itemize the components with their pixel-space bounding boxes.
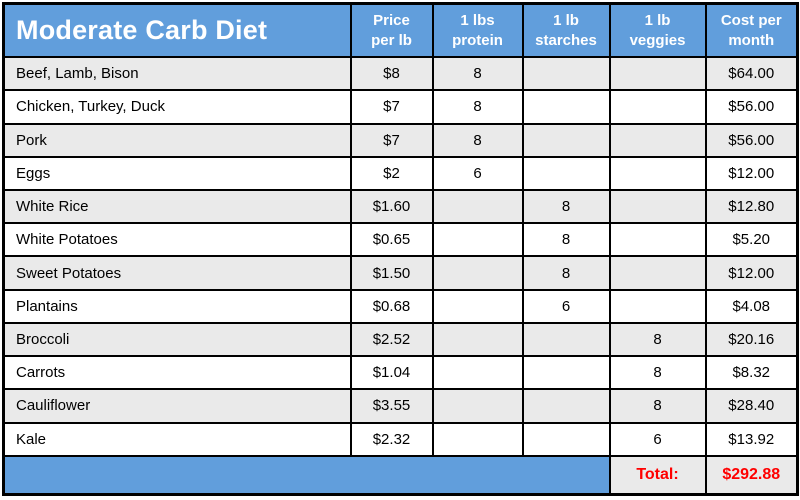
protein-cell xyxy=(431,188,524,225)
column-header-veggies: 1 lb veggies xyxy=(608,2,707,59)
total-value: $292.88 xyxy=(704,454,799,496)
price-cell: $2.32 xyxy=(349,421,434,457)
veggies-cell xyxy=(608,122,707,158)
table-row-plantains: Plantains $0.68 6 $4.08 xyxy=(2,288,799,324)
footer-spacer xyxy=(2,454,611,496)
column-header-cost-per-month: Cost per month xyxy=(704,2,799,59)
table-row-chicken-turkey-duck: Chicken, Turkey, Duck $7 8 $56.00 xyxy=(2,89,799,125)
starches-cell: 8 xyxy=(521,222,611,258)
veggies-cell xyxy=(608,222,707,258)
veggies-cell xyxy=(608,255,707,291)
starches-cell: 8 xyxy=(521,188,611,225)
price-cell: $3.55 xyxy=(349,388,434,424)
food-name: Cauliflower xyxy=(2,388,352,424)
starches-cell xyxy=(521,321,611,358)
cost-cell: $20.16 xyxy=(704,321,799,358)
table-row-pork: Pork $7 8 $56.00 xyxy=(2,122,799,158)
cost-cell: $64.00 xyxy=(704,56,799,92)
price-cell: $7 xyxy=(349,89,434,125)
protein-cell: 8 xyxy=(431,122,524,158)
protein-cell xyxy=(431,388,524,424)
cost-cell: $56.00 xyxy=(704,89,799,125)
price-cell: $8 xyxy=(349,56,434,92)
food-name: White Rice xyxy=(2,188,352,225)
table-row-cauliflower: Cauliflower $3.55 8 $28.40 xyxy=(2,388,799,424)
total-label: Total: xyxy=(608,454,707,496)
table-row-white-rice: White Rice $1.60 8 $12.80 xyxy=(2,188,799,225)
veggies-cell xyxy=(608,56,707,92)
cost-cell: $12.00 xyxy=(704,155,799,191)
column-header-price-per-lb: Price per lb xyxy=(349,2,434,59)
food-name: Broccoli xyxy=(2,321,352,358)
starches-cell: 6 xyxy=(521,288,611,324)
veggies-cell: 8 xyxy=(608,388,707,424)
column-header-starches: 1 lb starches xyxy=(521,2,611,59)
veggies-cell: 8 xyxy=(608,355,707,391)
food-name: Beef, Lamb, Bison xyxy=(2,56,352,92)
food-name: Plantains xyxy=(2,288,352,324)
food-name: Pork xyxy=(2,122,352,158)
table-title: Moderate Carb Diet xyxy=(2,2,352,59)
cost-cell: $12.00 xyxy=(704,255,799,291)
price-cell: $1.04 xyxy=(349,355,434,391)
price-cell: $1.50 xyxy=(349,255,434,291)
table-row-eggs: Eggs $2 6 $12.00 xyxy=(2,155,799,191)
table-row-broccoli: Broccoli $2.52 8 $20.16 xyxy=(2,321,799,358)
starches-cell xyxy=(521,89,611,125)
protein-cell xyxy=(431,355,524,391)
protein-cell: 8 xyxy=(431,56,524,92)
table-row-beef-lamb-bison: Beef, Lamb, Bison $8 8 $64.00 xyxy=(2,56,799,92)
table-row-kale: Kale $2.32 6 $13.92 xyxy=(2,421,799,457)
starches-cell xyxy=(521,155,611,191)
cost-cell: $28.40 xyxy=(704,388,799,424)
starches-cell xyxy=(521,122,611,158)
veggies-cell: 8 xyxy=(608,321,707,358)
column-header-protein: 1 lbs protein xyxy=(431,2,524,59)
cost-cell: $4.08 xyxy=(704,288,799,324)
price-cell: $7 xyxy=(349,122,434,158)
price-cell: $0.68 xyxy=(349,288,434,324)
price-cell: $2.52 xyxy=(349,321,434,358)
cost-cell: $8.32 xyxy=(704,355,799,391)
starches-cell xyxy=(521,421,611,457)
price-cell: $0.65 xyxy=(349,222,434,258)
protein-cell xyxy=(431,421,524,457)
protein-cell xyxy=(431,255,524,291)
cost-cell: $12.80 xyxy=(704,188,799,225)
protein-cell xyxy=(431,288,524,324)
header-row: Moderate Carb Diet Price per lb 1 lbs pr… xyxy=(2,2,799,59)
veggies-cell xyxy=(608,89,707,125)
cost-cell: $56.00 xyxy=(704,122,799,158)
food-name: Kale xyxy=(2,421,352,457)
veggies-cell xyxy=(608,288,707,324)
protein-cell xyxy=(431,222,524,258)
veggies-cell xyxy=(608,155,707,191)
food-name: Eggs xyxy=(2,155,352,191)
food-name: Sweet Potatoes xyxy=(2,255,352,291)
food-name: Chicken, Turkey, Duck xyxy=(2,89,352,125)
starches-cell xyxy=(521,355,611,391)
starches-cell xyxy=(521,56,611,92)
price-cell: $2 xyxy=(349,155,434,191)
table-row-carrots: Carrots $1.04 8 $8.32 xyxy=(2,355,799,391)
starches-cell xyxy=(521,388,611,424)
protein-cell: 8 xyxy=(431,89,524,125)
price-cell: $1.60 xyxy=(349,188,434,225)
food-name: Carrots xyxy=(2,355,352,391)
protein-cell xyxy=(431,321,524,358)
food-name: White Potatoes xyxy=(2,222,352,258)
total-row: Total: $292.88 xyxy=(2,454,799,496)
veggies-cell xyxy=(608,188,707,225)
starches-cell: 8 xyxy=(521,255,611,291)
cost-cell: $13.92 xyxy=(704,421,799,457)
veggies-cell: 6 xyxy=(608,421,707,457)
cost-cell: $5.20 xyxy=(704,222,799,258)
table-row-white-potatoes: White Potatoes $0.65 8 $5.20 xyxy=(2,222,799,258)
table-row-sweet-potatoes: Sweet Potatoes $1.50 8 $12.00 xyxy=(2,255,799,291)
protein-cell: 6 xyxy=(431,155,524,191)
